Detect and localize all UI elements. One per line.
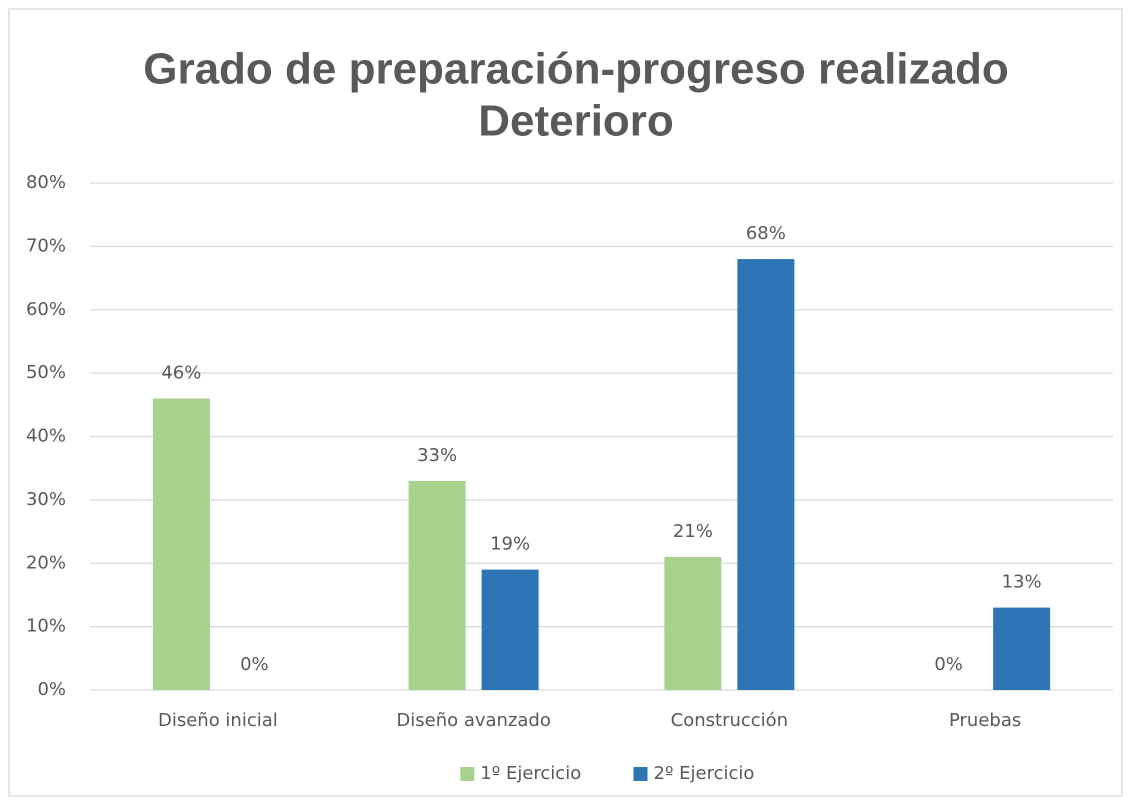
chart-title: Grado de preparación-progreso realizado [143, 45, 1009, 94]
x-tick-label: Diseño avanzado [396, 710, 551, 731]
data-label: 33% [417, 445, 457, 466]
y-tick-label: 40% [26, 426, 66, 447]
y-tick-label: 10% [26, 616, 66, 637]
x-tick-label: Pruebas [949, 710, 1021, 731]
y-tick-label: 30% [26, 489, 66, 510]
y-tick-label: 70% [26, 235, 66, 256]
y-tick-label: 20% [26, 552, 66, 573]
y-tick-label: 0% [37, 679, 66, 700]
data-label: 0% [934, 654, 963, 675]
chart-title: Deterioro [478, 97, 674, 146]
legend-label: 2º Ejercicio [654, 763, 755, 784]
y-tick-label: 50% [26, 362, 66, 383]
data-label: 46% [161, 362, 201, 383]
x-tick-label: Construcción [671, 710, 788, 731]
y-tick-label: 80% [26, 172, 66, 193]
bar [481, 569, 539, 690]
legend-swatch [633, 767, 648, 781]
bar [664, 556, 722, 690]
bar [152, 398, 210, 690]
data-label: 21% [673, 521, 713, 542]
legend-swatch [460, 767, 475, 781]
y-tick-label: 60% [26, 299, 66, 320]
data-label: 19% [490, 534, 530, 555]
data-label: 0% [240, 654, 269, 675]
bar [737, 259, 795, 690]
legend-label: 1º Ejercicio [480, 763, 581, 784]
x-tick-label: Diseño inicial [158, 710, 278, 731]
bar [408, 480, 466, 690]
data-label: 68% [746, 223, 786, 244]
bar [993, 607, 1051, 690]
data-label: 13% [1002, 572, 1042, 593]
